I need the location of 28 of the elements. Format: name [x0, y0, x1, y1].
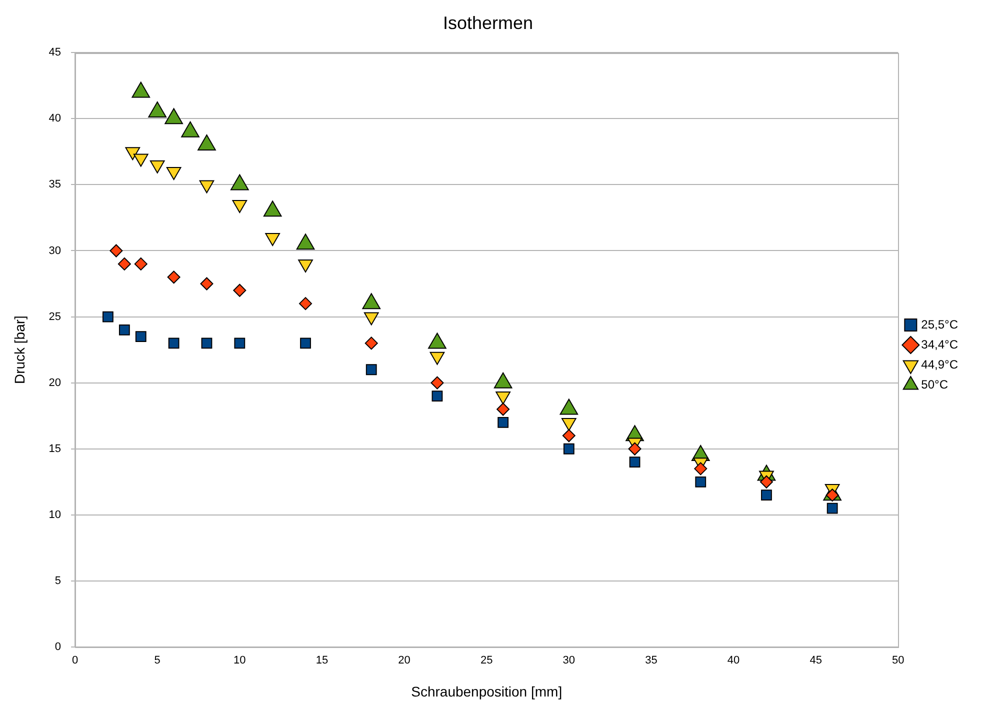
y-tick-label: 0 [54, 641, 62, 654]
y-tick-label: 45 [48, 46, 62, 59]
chart-title: Isothermen [442, 12, 534, 33]
y-tick-label: 35 [48, 178, 62, 191]
x-tick-label: 40 [727, 654, 740, 667]
x-tick-label: 20 [398, 654, 410, 667]
legend-label: 44,9°C [921, 357, 958, 372]
legend-label: 34,4°C [921, 337, 958, 352]
x-tick-label: 35 [645, 654, 658, 667]
x-axis-title: Schraubenposition [mm] [411, 683, 562, 700]
x-tick-label: 25 [480, 654, 493, 667]
legend-label: 25,5°C [921, 317, 958, 332]
legend-label: 50°C [921, 377, 948, 392]
x-tick-label: 45 [810, 654, 822, 667]
y-tick-label: 5 [54, 574, 62, 587]
y-tick-label: 30 [48, 244, 62, 257]
x-tick-label: 0 [72, 654, 78, 667]
x-tick-label: 15 [316, 654, 328, 667]
x-tick-label: 5 [154, 654, 160, 667]
y-tick-label: 15 [48, 442, 62, 455]
y-tick-label: 25 [48, 310, 62, 323]
x-tick-label: 50 [892, 654, 904, 667]
x-tick-label: 30 [562, 654, 576, 667]
y-tick-label: 20 [48, 376, 62, 389]
x-tick-label: 10 [234, 654, 246, 667]
y-tick-label: 40 [48, 112, 62, 125]
y-tick-label: 10 [48, 508, 62, 521]
y-axis-title: Druck [bar] [11, 316, 28, 384]
